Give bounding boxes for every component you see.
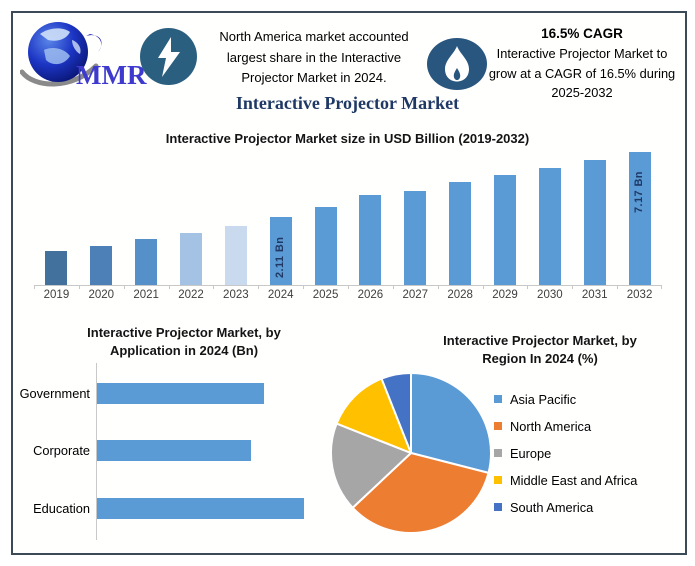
legend-item-europe: Europe [494,444,637,462]
x-axis-tick [34,285,35,289]
bar-corporate [97,440,251,461]
legend-swatch-icon [494,476,502,484]
bar-2019 [45,251,68,285]
category-label-education: Education [33,501,90,516]
bar-2028 [449,182,472,285]
bar-2023 [224,226,247,285]
pie-slice-south-america [380,372,412,454]
legend-label: Middle East and Africa [510,472,638,488]
x-axis-tick [303,285,304,289]
year-label-2031: 2031 [581,289,608,301]
legend-swatch-icon [494,422,502,430]
bar-2031 [583,160,606,285]
region-pie-chart [329,371,493,535]
legend-label: South America [510,499,594,515]
application-chart-title: Interactive Projector Market, by Applica… [87,325,281,358]
year-label-2029: 2029 [492,289,518,301]
legend-swatch-icon [494,449,502,457]
bar-government [97,383,264,404]
lightning-bolt-icon [157,36,180,77]
legend-item-south-america: South America [494,498,637,516]
x-axis-tick [213,285,214,289]
x-axis-tick [661,285,662,289]
bar-2027 [404,191,427,285]
x-axis-tick [348,285,349,289]
bar-2030 [538,168,561,285]
year-label-2023: 2023 [223,289,249,301]
year-label-2027: 2027 [402,289,429,301]
legend-item-middle-east-and-africa: Middle East and Africa [494,471,637,489]
legend-item-north-america: North America [494,417,637,435]
application-y-axis [96,363,97,540]
bar-2022 [180,233,202,285]
svg-text:MMR: MMR [76,60,147,90]
bar-2026 [359,195,382,285]
highlight-text-left: North America market accounted largest s… [219,29,409,85]
x-axis-tick [617,285,618,289]
category-label-corporate: Corporate [33,443,90,458]
year-label-2022: 2022 [178,289,204,301]
cagr-detail: Interactive Projector Market to grow at … [488,46,676,100]
year-label-2026: 2026 [357,289,384,301]
bar-education [97,498,304,519]
main-chart-title: Interactive Projector Market size in USD… [165,131,530,146]
cagr-headline: 16.5% CAGR [541,26,623,41]
year-label-2030: 2030 [537,289,563,301]
x-axis-tick [393,285,394,289]
main-bar-plot: 2019 2020 2021 2022 2023 2024 2.11 Bn 2025 2026 2… [34,150,662,301]
globe-icon: MMR [19,22,147,90]
legend-item-asia-pacific: Asia Pacific [494,390,637,408]
bar-2020 [90,246,113,285]
year-label-2020: 2020 [88,289,115,301]
legend-swatch-icon [494,503,502,511]
bar-value-label-2024: 2.11 Bn [273,236,286,278]
legend-swatch-icon [494,395,502,403]
year-label-2019: 2019 [43,289,70,301]
x-axis-tick [572,285,573,289]
year-label-2021: 2021 [133,289,159,301]
bar-2032 [628,152,651,285]
category-label-government: Government [19,386,90,401]
bar-2029 [494,175,516,285]
cagr-block: 16.5% CAGR Interactive Projector Market … [483,26,681,103]
mmr-logo: MMR [19,16,148,94]
application-bar-plot: Government Corporate Education [14,363,334,540]
x-axis-tick [79,285,80,289]
region-chart-title: Interactive Projector Market, by Region … [443,333,637,366]
x-axis-tick [124,285,125,289]
bar-2025 [314,207,337,285]
bar-2024 [269,217,292,285]
year-label-2032: 2032 [626,289,653,301]
x-axis-tick [258,285,259,289]
x-axis-tick [438,285,439,289]
region-legend: Asia Pacific North America Europe Middle Ea… [494,390,637,525]
x-axis-tick [169,285,170,289]
year-label-2024: 2024 [267,289,294,301]
x-axis-tick [483,285,484,289]
legend-label: Asia Pacific [510,391,577,407]
year-label-2028: 2028 [447,289,473,301]
year-label-2025: 2025 [312,289,339,301]
pie-slice-asia-pacific [410,372,492,474]
x-axis-tick [527,285,528,289]
bar-value-label-2032: 7.17 Bn [632,171,645,213]
legend-label: Europe [510,445,552,461]
lightning-badge [140,28,197,85]
flame-icon [427,38,487,90]
pie-slice-north-america [351,452,490,534]
flame-badge [426,36,488,92]
pie-slice-middle-east-and-africa [335,377,412,454]
bar-2021 [135,239,158,285]
pie-slice-europe [330,422,412,509]
legend-label: North America [510,418,592,434]
page-title: Interactive Projector Market [235,93,460,113]
